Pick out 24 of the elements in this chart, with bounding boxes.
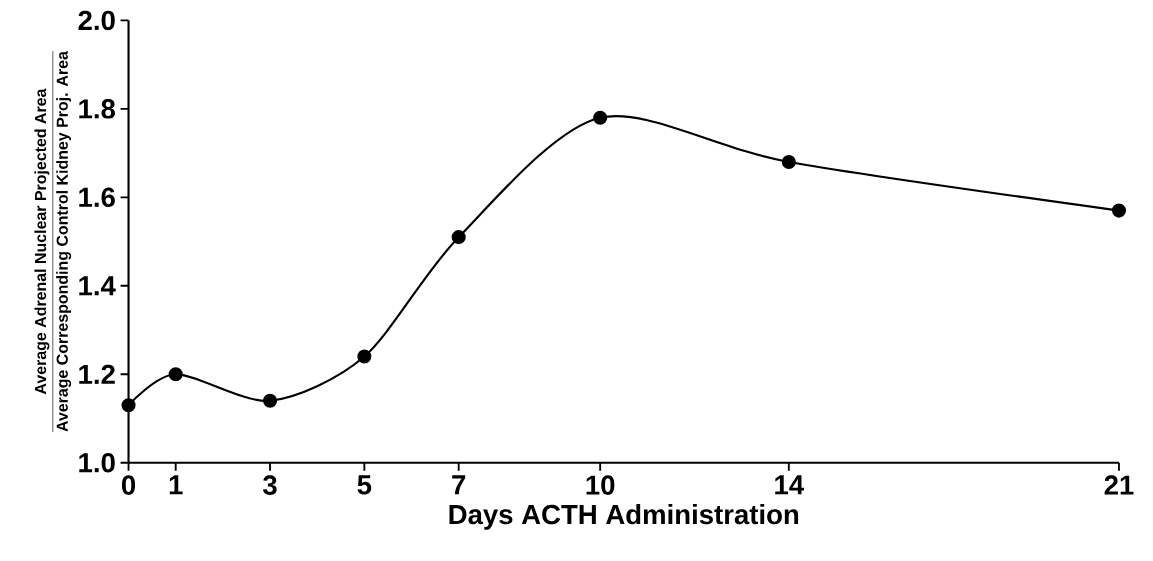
point xyxy=(357,349,372,364)
x-tick-label: 21 xyxy=(1104,475,1134,495)
x-tick-label: 5 xyxy=(357,475,372,495)
x-tick-label: 0 xyxy=(121,475,136,495)
x-tick-label: 3 xyxy=(262,475,277,495)
x-tick-label: 1 xyxy=(169,475,183,495)
y-tick-label: 1.0 xyxy=(79,452,115,473)
point xyxy=(451,230,466,245)
point xyxy=(262,393,278,408)
point xyxy=(121,398,136,413)
x-tick-label: 10 xyxy=(586,475,615,495)
x-tick-label: 14 xyxy=(775,475,804,495)
x-axis-title: Days ACTH Administration xyxy=(449,504,799,530)
point xyxy=(781,154,796,169)
y-axis-title: $\dfrac{\text{Average Adrenal Nuclear Projected Area}}{\text{Average Corresponding Control Kidney Proj. Area}}$ xyxy=(34,51,72,433)
y-tick-label: 1.6 xyxy=(79,187,115,208)
point xyxy=(593,110,608,125)
x-tick-label: 7 xyxy=(452,475,466,495)
y-tick-label: 1.4 xyxy=(79,276,116,296)
point xyxy=(1111,203,1127,218)
point xyxy=(168,367,183,382)
y-tick-label: 2.0 xyxy=(78,10,115,31)
y-tick-label: 1.8 xyxy=(79,99,116,119)
y-tick-label: 1.2 xyxy=(79,364,115,384)
